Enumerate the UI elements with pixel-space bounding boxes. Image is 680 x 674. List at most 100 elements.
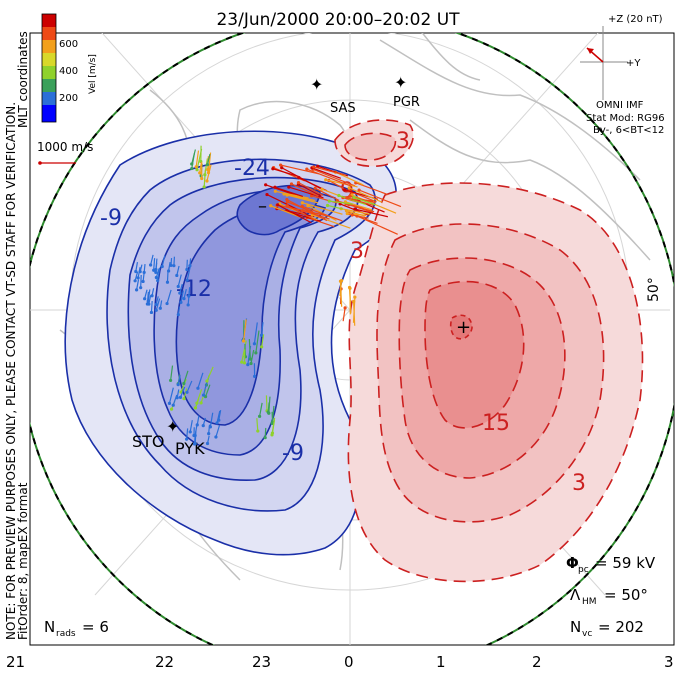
velocity-vector-origin bbox=[158, 306, 162, 310]
velocity-vector-origin bbox=[214, 435, 218, 439]
velocity-vector-origin bbox=[205, 379, 209, 383]
velocity-vector bbox=[186, 266, 191, 281]
velocity-vector-origin bbox=[185, 390, 189, 394]
velocity-vector-origin bbox=[276, 203, 280, 207]
velocity-vector-origin bbox=[136, 276, 140, 280]
velocity-vectors bbox=[133, 145, 402, 446]
imf-source: OMNI IMF bbox=[596, 100, 644, 111]
velocity-vector bbox=[186, 428, 189, 440]
velocity-vector-origin bbox=[201, 423, 205, 428]
plot-title: 23/Jun/2000 20:00–20:02 UT bbox=[216, 10, 460, 30]
velocity-vector-origin bbox=[141, 279, 145, 284]
velocity-vector bbox=[166, 289, 172, 304]
velocity-vector-origin bbox=[195, 423, 199, 427]
velocity-vector-origin bbox=[188, 430, 192, 434]
velocity-vector-origin bbox=[252, 342, 257, 346]
velocity-vector-origin bbox=[287, 185, 291, 189]
velocity-vector bbox=[264, 427, 267, 438]
velocity-vector-origin bbox=[246, 363, 250, 367]
velocity-vector bbox=[271, 417, 276, 435]
velocity-vector bbox=[353, 198, 374, 202]
velocity-vector bbox=[275, 190, 309, 199]
contour-label-blue-4: -9 bbox=[282, 441, 304, 466]
velocity-vector-origin bbox=[309, 194, 314, 198]
velocity-vector bbox=[298, 183, 322, 197]
velocity-vector bbox=[306, 168, 352, 187]
velocity-vector-origin bbox=[185, 267, 189, 272]
velocity-vector-origin bbox=[206, 168, 210, 172]
velocity-vector-origin bbox=[188, 264, 192, 268]
mlt-tick-0: 0 bbox=[344, 653, 354, 671]
coordinate-label: MLT coordinates bbox=[16, 31, 30, 128]
velocity-vector bbox=[150, 254, 154, 266]
velocity-vector-origin bbox=[279, 163, 283, 167]
velocity-vector bbox=[325, 179, 358, 188]
velocity-vector-origin bbox=[203, 173, 207, 177]
velocity-vector bbox=[180, 378, 187, 393]
velocity-vector-origin bbox=[168, 378, 173, 383]
velocity-vector-origin bbox=[176, 383, 180, 387]
velocity-vector bbox=[209, 412, 214, 427]
velocity-vector-origin bbox=[285, 197, 289, 202]
velocity-vector bbox=[206, 153, 211, 165]
velocity-vector bbox=[311, 167, 342, 179]
velocity-vector bbox=[147, 289, 151, 302]
preview-note: NOTE: FOR PREVIEW PURPOSES ONLY, PLEASE … bbox=[4, 102, 18, 640]
velocity-vector-origin bbox=[138, 270, 142, 274]
velocity-vector-origin bbox=[324, 178, 328, 182]
velocity-vector-origin bbox=[269, 204, 273, 208]
velocity-vector bbox=[155, 262, 158, 273]
latitude-label: 50° bbox=[646, 277, 662, 302]
velocity-vector-origin bbox=[344, 209, 348, 213]
velocity-vector-origin bbox=[176, 284, 180, 289]
velocity-vector-origin bbox=[134, 288, 139, 292]
imf-z-label: +Z (20 nT) bbox=[608, 14, 663, 25]
velocity-vector-origin bbox=[265, 192, 269, 197]
velocity-vector-origin bbox=[199, 401, 203, 405]
velocity-vector-origin bbox=[182, 296, 186, 301]
velocity-vector-origin bbox=[149, 310, 154, 315]
velocity-vector-origin bbox=[266, 410, 270, 414]
velocity-vector bbox=[277, 204, 312, 224]
velocity-vector-origin bbox=[171, 403, 175, 407]
minimum-marker: – bbox=[258, 196, 267, 217]
velocity-vector-origin bbox=[270, 433, 274, 437]
velocity-vector-origin bbox=[200, 176, 204, 181]
velocity-vector-origin bbox=[208, 425, 212, 429]
station-marker: ✦ bbox=[310, 75, 323, 94]
velocity-vector bbox=[170, 365, 174, 381]
velocity-vector-origin bbox=[264, 183, 268, 187]
mlt-tick-3: 3 bbox=[664, 653, 674, 671]
negative-potential-cell bbox=[64, 130, 397, 556]
velocity-vector bbox=[199, 162, 203, 173]
velocity-vector bbox=[314, 187, 340, 201]
velocity-vector bbox=[166, 270, 169, 283]
velocity-vector bbox=[186, 380, 193, 393]
velocity-vector-origin bbox=[182, 397, 186, 401]
velocity-vector-origin bbox=[194, 165, 198, 169]
velocity-vector bbox=[312, 168, 356, 187]
velocity-vector-origin bbox=[145, 302, 149, 306]
velocity-vector-origin bbox=[178, 395, 183, 399]
velocity-vector-origin bbox=[280, 166, 284, 170]
velocity-vector bbox=[193, 433, 196, 445]
nrads-value: = 6 bbox=[82, 618, 109, 636]
mlt-tick-21: 21 bbox=[6, 653, 25, 671]
velocity-vector-origin bbox=[182, 381, 186, 386]
velocity-vector bbox=[354, 208, 389, 218]
velocity-color-scale: 600 400 200 Vel [m/s] bbox=[41, 13, 98, 123]
velocity-vector bbox=[338, 194, 367, 206]
imf-clock-dial: +Z (20 nT) +Y bbox=[580, 14, 663, 100]
velocity-vector-origin bbox=[306, 204, 310, 208]
hm-latitude: Λ HM = 50° bbox=[570, 586, 648, 607]
velocity-vector bbox=[352, 297, 356, 323]
velocity-vector bbox=[345, 203, 375, 213]
station-label-pyk: PYK bbox=[175, 439, 205, 458]
velocity-vector-origin bbox=[205, 441, 210, 446]
velocity-vector-origin bbox=[143, 297, 147, 301]
velocity-vector-origin bbox=[142, 270, 146, 275]
velocity-vector-origin bbox=[152, 268, 156, 272]
velocity-vector-origin bbox=[348, 194, 352, 198]
velocity-vector bbox=[339, 280, 343, 297]
velocity-vector-origin bbox=[337, 193, 341, 198]
